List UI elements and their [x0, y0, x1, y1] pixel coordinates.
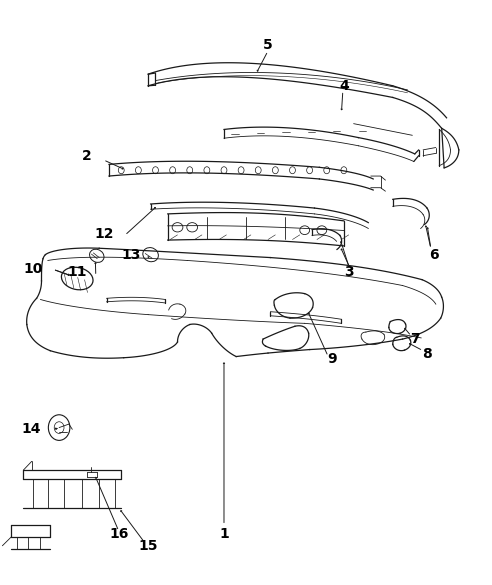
- Text: 15: 15: [138, 539, 158, 553]
- Text: 5: 5: [263, 38, 273, 52]
- Text: 13: 13: [122, 247, 141, 261]
- Text: 8: 8: [422, 347, 432, 360]
- Text: 2: 2: [82, 149, 92, 163]
- Text: 10: 10: [24, 262, 43, 276]
- Text: 11: 11: [67, 265, 87, 279]
- Text: 16: 16: [109, 527, 128, 541]
- Text: 6: 6: [430, 247, 439, 261]
- Text: 1: 1: [219, 527, 229, 541]
- Text: 7: 7: [410, 332, 420, 346]
- Text: 3: 3: [344, 265, 354, 279]
- Text: 4: 4: [339, 79, 349, 93]
- Text: 14: 14: [21, 422, 40, 436]
- Text: 12: 12: [94, 228, 114, 241]
- Text: 9: 9: [327, 352, 337, 366]
